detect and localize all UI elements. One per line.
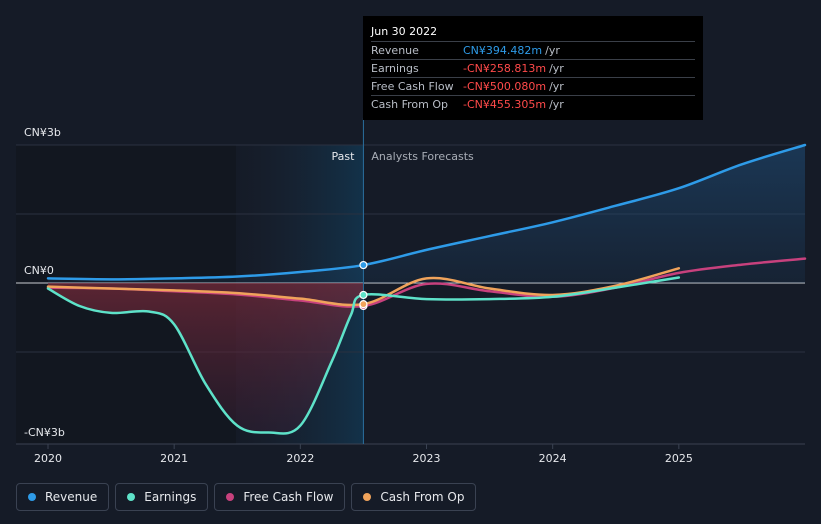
marker-earnings [359, 290, 368, 300]
x-tick-label: 2023 [413, 452, 441, 465]
tooltip-value: CN¥394.482m [463, 44, 543, 57]
forecast-label: Analysts Forecasts [371, 150, 474, 163]
earnings-area [48, 283, 364, 434]
tooltip-unit: /yr [549, 98, 564, 111]
y-tick-label: -CN¥3b [24, 426, 65, 439]
y-axis: CN¥3b CN¥0 -CN¥3b [24, 126, 65, 439]
legend-dot-icon [363, 493, 372, 501]
series-markers [359, 260, 368, 311]
tooltip-label: Earnings [371, 62, 419, 75]
tooltip-value: -CN¥500.080m [463, 80, 547, 93]
legend-label: Revenue [45, 490, 98, 504]
x-tick-label: 2024 [539, 452, 567, 465]
marker-revenue [359, 260, 368, 270]
legend-item-free-cash-flow[interactable]: Free Cash Flow [214, 483, 346, 511]
legend-label: Cash From Op [380, 490, 465, 504]
legend-label: Free Cash Flow [243, 490, 334, 504]
tooltip-row-free-cash-flow: Free Cash Flow -CN¥500.080m /yr [371, 77, 695, 95]
series-line-revenue [46, 143, 807, 281]
y-tick-label: CN¥0 [24, 264, 54, 277]
x-axis: 2020 2021 2022 2023 2024 2025 [34, 444, 693, 465]
revenue-area [48, 145, 805, 283]
y-tick-label: CN¥3b [24, 126, 61, 139]
tooltip: Jun 30 2022 Revenue CN¥394.482m /yr Earn… [363, 16, 703, 120]
x-tick-label: 2021 [160, 452, 188, 465]
tooltip-label: Revenue [371, 44, 419, 57]
area-fills [48, 145, 805, 434]
tooltip-unit: /yr [549, 80, 564, 93]
series-line-earnings [46, 276, 681, 435]
legend-item-earnings[interactable]: Earnings [115, 483, 209, 511]
x-tick-label: 2020 [34, 452, 62, 465]
tooltip-value: -CN¥258.813m [463, 62, 547, 75]
legend-dot-icon [127, 493, 136, 501]
legend: Revenue Earnings Free Cash Flow Cash Fro… [16, 483, 477, 511]
past-label: Past [331, 150, 355, 163]
legend-dot-icon [226, 493, 235, 501]
tooltip-row-revenue: Revenue CN¥394.482m /yr [371, 41, 695, 59]
legend-dot-icon [28, 493, 36, 501]
legend-item-revenue[interactable]: Revenue [16, 483, 110, 511]
legend-item-cash-from-op[interactable]: Cash From Op [351, 483, 477, 511]
tooltip-unit: /yr [549, 62, 564, 75]
tooltip-value: -CN¥455.305m [463, 98, 547, 111]
marker-cash-from-op [359, 300, 368, 309]
tooltip-date: Jun 30 2022 [371, 25, 438, 38]
tooltip-row-earnings: Earnings -CN¥258.813m /yr [371, 59, 695, 77]
x-tick-label: 2022 [286, 452, 314, 465]
tooltip-label: Cash From Op [371, 98, 449, 111]
x-tick-label: 2025 [665, 452, 693, 465]
tooltip-label: Free Cash Flow [371, 80, 454, 93]
tooltip-unit: /yr [545, 44, 560, 57]
legend-label: Earnings [144, 490, 197, 504]
tooltip-row-cash-from-op: Cash From Op -CN¥455.305m /yr [371, 95, 695, 113]
